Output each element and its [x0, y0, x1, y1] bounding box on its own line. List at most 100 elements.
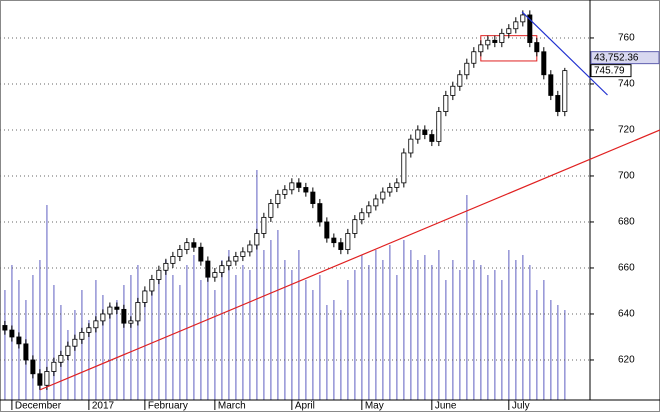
candle-body	[177, 249, 183, 257]
y-tick-label: 660	[618, 263, 635, 274]
candle-body	[79, 331, 85, 340]
x-tick-label: May	[365, 401, 384, 412]
candle-body	[51, 361, 57, 372]
candle-body	[219, 265, 225, 273]
candle-body	[394, 182, 400, 188]
last-price-box	[590, 64, 632, 78]
candle-body	[289, 182, 295, 191]
candle-body	[401, 152, 407, 184]
indicator-box	[590, 51, 660, 65]
candle-body	[331, 237, 337, 244]
candle-body	[205, 260, 211, 278]
candle-body	[86, 327, 92, 333]
candle-body	[282, 189, 288, 195]
candle-body	[184, 242, 190, 250]
candle-body	[506, 28, 512, 34]
candle-body	[254, 233, 260, 246]
candle-body	[387, 187, 393, 193]
y-tick-label: 740	[618, 79, 635, 90]
candle-body	[548, 74, 554, 96]
candle-body	[58, 354, 64, 363]
candle-body	[114, 306, 120, 310]
y-tick-label: 720	[618, 125, 635, 136]
candle-body	[44, 371, 50, 386]
candle-body	[359, 212, 365, 221]
x-tick-label: March	[218, 401, 246, 412]
candle-body	[513, 21, 519, 30]
candle-body	[247, 244, 253, 253]
candle-body	[492, 39, 498, 43]
candle-body	[415, 129, 421, 140]
x-tick-label: July	[512, 401, 530, 412]
indicator-label: 43,752.36	[594, 52, 639, 63]
candle-body	[527, 14, 533, 43]
trendline	[39, 129, 660, 391]
candle-body	[478, 44, 484, 53]
x-tick-label: February	[148, 401, 188, 412]
candle-body	[135, 302, 141, 322]
candle-body	[163, 262, 169, 271]
candle-body	[268, 203, 274, 218]
candle-body	[191, 242, 197, 248]
candle-body	[170, 256, 176, 264]
candle-body	[275, 193, 281, 204]
candle-body	[422, 129, 428, 135]
candle-body	[198, 246, 204, 262]
y-tick-label: 700	[618, 171, 635, 182]
candle-body	[520, 14, 526, 23]
candle-body	[464, 62, 470, 76]
candle-body	[345, 233, 351, 250]
last-price-label: 745.79	[594, 65, 625, 76]
candle-body	[240, 251, 246, 257]
candle-body	[72, 338, 78, 347]
candle-body	[499, 32, 505, 43]
x-tick-label: April	[295, 401, 315, 412]
candle-body	[261, 216, 267, 234]
candle-body	[303, 187, 309, 193]
y-tick-label: 620	[618, 355, 635, 366]
candle-body	[324, 221, 330, 239]
candle-body	[457, 74, 463, 87]
candle-body	[555, 95, 561, 112]
x-tick-label: 2017	[92, 401, 115, 412]
candle-body	[100, 313, 106, 322]
candle-body	[233, 256, 239, 262]
candle-body	[366, 205, 372, 214]
candle-body	[485, 39, 491, 46]
candle-body	[436, 111, 442, 142]
y-tick-label: 640	[618, 309, 635, 320]
x-tick-label: December	[15, 401, 62, 412]
candle-body	[23, 343, 29, 361]
candle-body	[373, 198, 379, 207]
candle-body	[226, 260, 232, 267]
candle-body	[30, 359, 36, 375]
trendline	[521, 11, 608, 96]
candle-body	[541, 51, 547, 76]
candle-body	[16, 336, 22, 345]
candle-body	[128, 320, 134, 324]
candle-body	[9, 329, 15, 338]
candle-body	[471, 51, 477, 64]
candle-body	[317, 203, 323, 223]
candle-body	[121, 308, 127, 324]
candle-body	[534, 42, 540, 53]
candle-body	[429, 134, 435, 142]
x-tick-label: June	[435, 401, 457, 412]
candle-body	[443, 95, 449, 112]
candle-body	[296, 182, 302, 188]
candle-body	[450, 85, 456, 96]
candle-body	[142, 290, 148, 303]
candle-body	[93, 320, 99, 329]
candle-body	[562, 70, 568, 112]
candle-body	[408, 138, 414, 154]
candle-body	[338, 242, 344, 250]
candle-body	[2, 325, 8, 331]
candle-body	[352, 219, 358, 234]
candle-body	[37, 373, 43, 386]
candle-body	[156, 269, 162, 280]
candle-body	[149, 279, 155, 292]
candle-body	[107, 306, 113, 315]
candle-body	[65, 345, 71, 356]
